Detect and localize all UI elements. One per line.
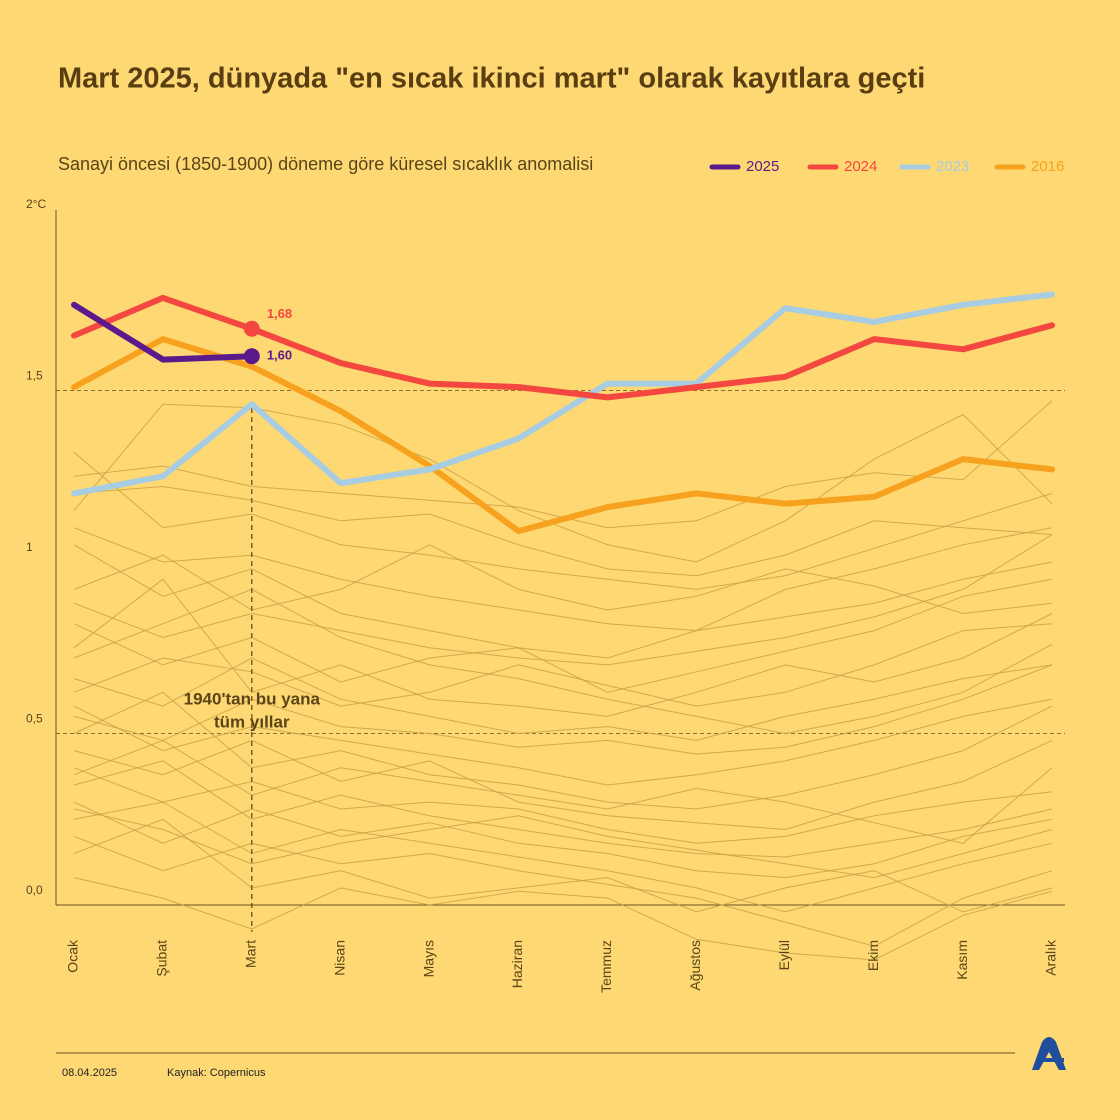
annotation: 1940'tan bu yana [184,689,321,708]
legend-label: 2025 [746,158,779,175]
data-point [243,320,260,337]
background-line [73,544,1053,615]
series-line [71,301,255,363]
y-tick-label: 2°C [26,197,46,211]
background-line [73,691,1053,810]
background-line [73,739,1053,844]
background-line [73,760,1053,858]
annotation: tüm yıllar [214,712,290,731]
background-line [73,534,1053,666]
background-line [73,767,1053,844]
data-point [243,348,260,365]
y-tick-label: 0,5 [26,712,43,726]
background-line [73,588,1053,735]
series-line [71,336,1055,535]
x-tick-label: Kasım [954,940,970,980]
logo [1032,1037,1066,1070]
y-tick-label: 1,5 [26,369,43,383]
background-line [73,485,1053,577]
y-tick-label: 1 [26,540,33,554]
background-line [73,451,1053,590]
x-tick-label: Şubat [154,940,170,977]
x-tick-label: Haziran [509,940,525,988]
x-tick-label: Aralık [1043,939,1059,976]
background-line [73,801,1053,879]
legend-label: 2024 [844,158,877,175]
x-tick-label: Eylül [776,940,792,970]
background-line [73,877,1053,961]
x-tick-label: Ağustos [687,940,703,991]
background-line [73,818,1053,913]
background-line [73,698,1053,786]
background-line [73,623,1053,707]
x-tick-label: Nisan [331,940,347,976]
background-line [73,403,1053,563]
data-label: 1,60 [267,348,292,363]
legend-label: 2016 [1031,158,1064,175]
x-tick-label: Mayıs [420,940,436,977]
background-line [73,527,1053,659]
background-line [73,578,1053,693]
chart-title: Mart 2025, dünyada "en sıcak ikinci mart… [58,63,925,95]
background-line [73,664,1053,755]
background-line [73,578,1053,717]
x-tick-label: Ocak [65,939,81,973]
x-tick-label: Mart [243,940,259,968]
source: Kaynak: Copernicus [167,1067,266,1079]
background-line [73,808,1053,879]
legend-label: 2023 [936,158,969,175]
series-line [71,291,1055,497]
background-line [73,739,1053,831]
y-tick-label: 0,0 [26,883,43,897]
series-line [71,294,1055,401]
date: 08.04.2025 [62,1067,117,1079]
subtitle: Sanayi öncesi (1850-1900) döneme göre kü… [58,154,593,174]
background-line [73,527,1053,632]
data-label: 1,68 [267,306,292,321]
background-line [73,657,1053,741]
x-tick-label: Ekim [865,940,881,971]
x-tick-label: Temmuz [598,940,614,993]
background-line [73,835,1053,947]
background-line [73,801,1053,913]
